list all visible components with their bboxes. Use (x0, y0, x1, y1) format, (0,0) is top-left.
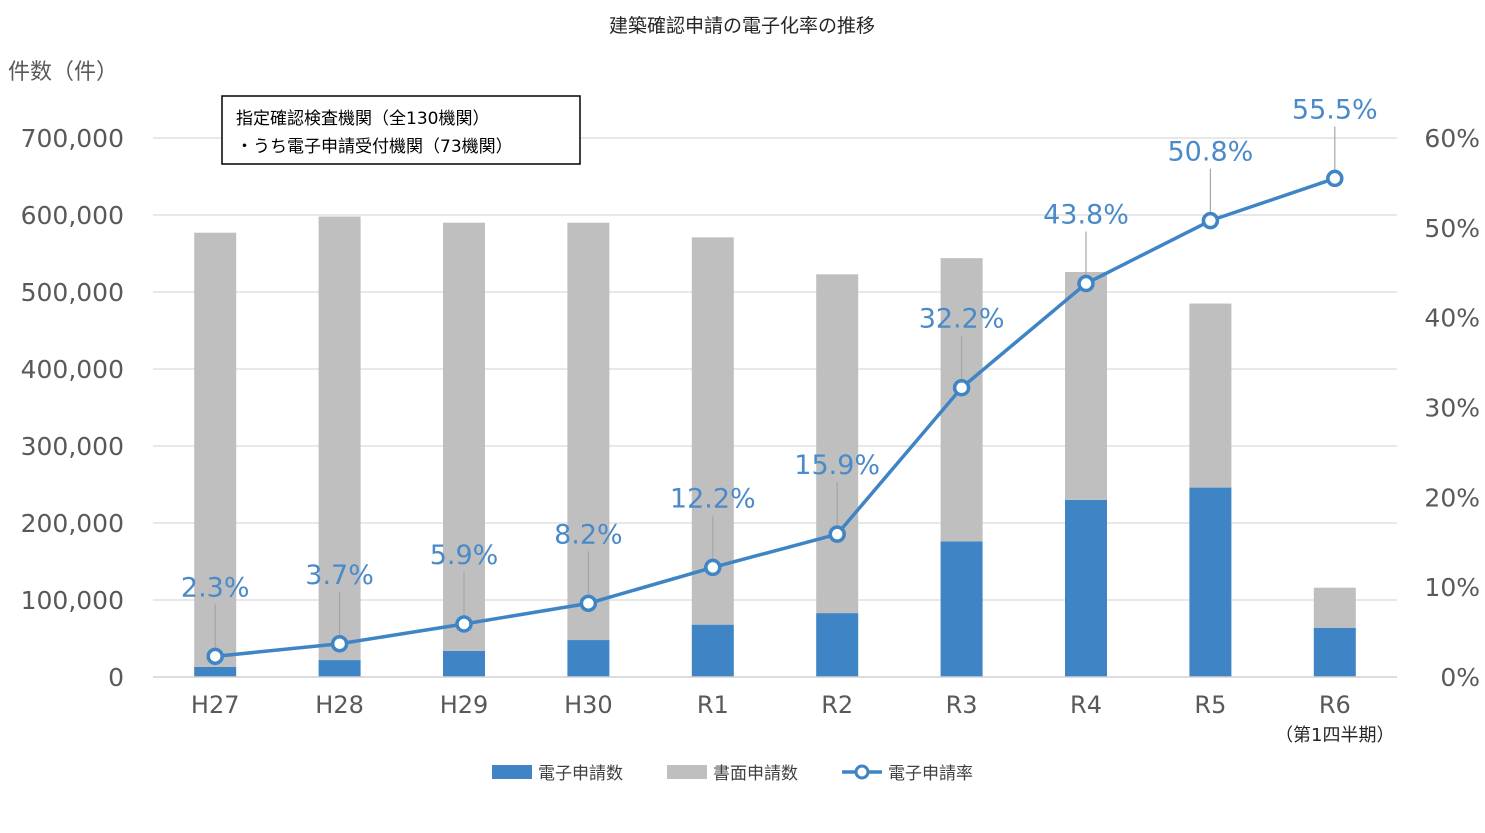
label-leader-lines (214, 126, 1336, 649)
y-tick-label: 300,000 (21, 432, 124, 461)
rate-marker (455, 615, 473, 633)
y2-tick-label: 30% (1424, 394, 1480, 423)
rate-marker (1326, 169, 1344, 188)
rate-marker (579, 594, 598, 613)
y2-tick-label: 10% (1424, 573, 1480, 602)
bar-paper (318, 216, 361, 661)
y2-tick-label: 50% (1424, 214, 1480, 243)
y2-tick-label: 60% (1424, 124, 1480, 153)
x-tick-label: H29 (440, 691, 489, 719)
bar-electronic (1189, 487, 1232, 677)
x-tick-label: R5 (1194, 691, 1226, 719)
rate-data-label: 15.9% (794, 450, 880, 481)
bar-paper (1189, 303, 1232, 488)
legend-swatch-paper (667, 765, 707, 779)
rate-marker (206, 647, 224, 666)
bar-paper (1065, 271, 1107, 500)
rate-data-label: 50.8% (1168, 137, 1254, 168)
y2-tick-label: 40% (1424, 304, 1480, 333)
y-tick-label: 600,000 (21, 201, 124, 230)
bar-paper (194, 232, 237, 667)
bar-electronic (816, 613, 859, 677)
rate-marker (704, 558, 722, 577)
rate-marker (952, 378, 971, 397)
y-axis-label: 件数（件） (8, 60, 118, 85)
y-tick-label: 500,000 (21, 278, 124, 307)
x-tick-label: H28 (315, 691, 364, 719)
x-tick-label: R4 (1070, 691, 1102, 719)
rate-line-series (206, 169, 1344, 666)
annotation-line-1: 指定確認検査機関（全130機関） (236, 109, 489, 129)
legend-label-electronic: 電子申請数 (538, 764, 623, 784)
bar-electronic (443, 650, 485, 677)
annotation-box: 指定確認検査機関（全130機関） ・うち電子申請受付機関（73機関） (221, 95, 581, 165)
bar-electronic (194, 666, 237, 677)
y-tick-label: 400,000 (21, 355, 124, 384)
legend: 電子申請数 書面申請数 電子申請率 (492, 764, 973, 784)
rate-marker (1077, 274, 1095, 293)
bar-electronic (691, 624, 734, 677)
bar-electronic (318, 660, 361, 677)
rate-data-labels: 2.3% 3.7% 5.9% 8.2% 12.2% 15.9% 32.2% 43.8% 50.8… (181, 94, 1378, 603)
y-tick-label: 700,000 (21, 124, 124, 153)
bar-electronic (1313, 627, 1356, 677)
y2-tick-label: 0% (1440, 663, 1480, 692)
y-tick-label: 100,000 (21, 586, 124, 615)
bar-electronic (567, 640, 610, 677)
chart-title: 建築確認申請の電子化率の推移 (609, 15, 875, 37)
y2-axis-ticks: 0% 10% 20% 30% 40% 50% 60% (1424, 124, 1480, 692)
rate-data-label: 43.8% (1043, 200, 1129, 231)
y-tick-label: 200,000 (21, 509, 124, 538)
y-axis-ticks: 0 100,000 200,000 300,000 400,000 500,000 600,… (21, 124, 124, 692)
bar-electronic (940, 541, 983, 677)
rate-marker (1201, 211, 1220, 230)
bar-paper (816, 274, 859, 614)
x-tick-label: H30 (564, 691, 613, 719)
y-tick-label: 0 (108, 663, 124, 692)
bar-paper (940, 258, 983, 542)
x-tick-label: H27 (191, 691, 240, 719)
rate-line (215, 176, 1336, 659)
legend-swatch-electronic (492, 765, 532, 779)
rate-data-label: 32.2% (919, 304, 1005, 335)
rate-data-label: 3.7% (305, 560, 374, 591)
bar-paper (1313, 587, 1356, 628)
rate-data-label: 55.5% (1292, 94, 1378, 125)
x-tick-sublabel: （第1四半期） (1275, 725, 1394, 746)
x-tick-label: R6 (1319, 691, 1351, 719)
rate-marker (828, 525, 846, 543)
y2-tick-label: 20% (1424, 483, 1480, 512)
rate-data-label: 12.2% (670, 483, 756, 514)
x-tick-label: R2 (821, 691, 853, 719)
legend-label-rate: 電子申請率 (888, 764, 973, 784)
rate-marker (330, 635, 349, 653)
x-tick-label: R3 (946, 691, 978, 719)
x-axis-ticks: H27 H28 H29 H30 R1 R2 R3 R4 R5 R6 （第1四半期） (191, 691, 1395, 746)
x-tick-label: R1 (697, 691, 729, 719)
rate-data-label: 8.2% (554, 519, 623, 550)
bar-electronic (1065, 499, 1107, 677)
bar-series (194, 216, 1356, 677)
annotation-line-2: ・うち電子申請受付機関（73機関） (236, 137, 513, 157)
legend-swatch-rate-marker (854, 764, 870, 780)
rate-data-label: 2.3% (181, 572, 250, 603)
legend-label-paper: 書面申請数 (713, 764, 798, 784)
rate-data-label: 5.9% (430, 540, 499, 571)
